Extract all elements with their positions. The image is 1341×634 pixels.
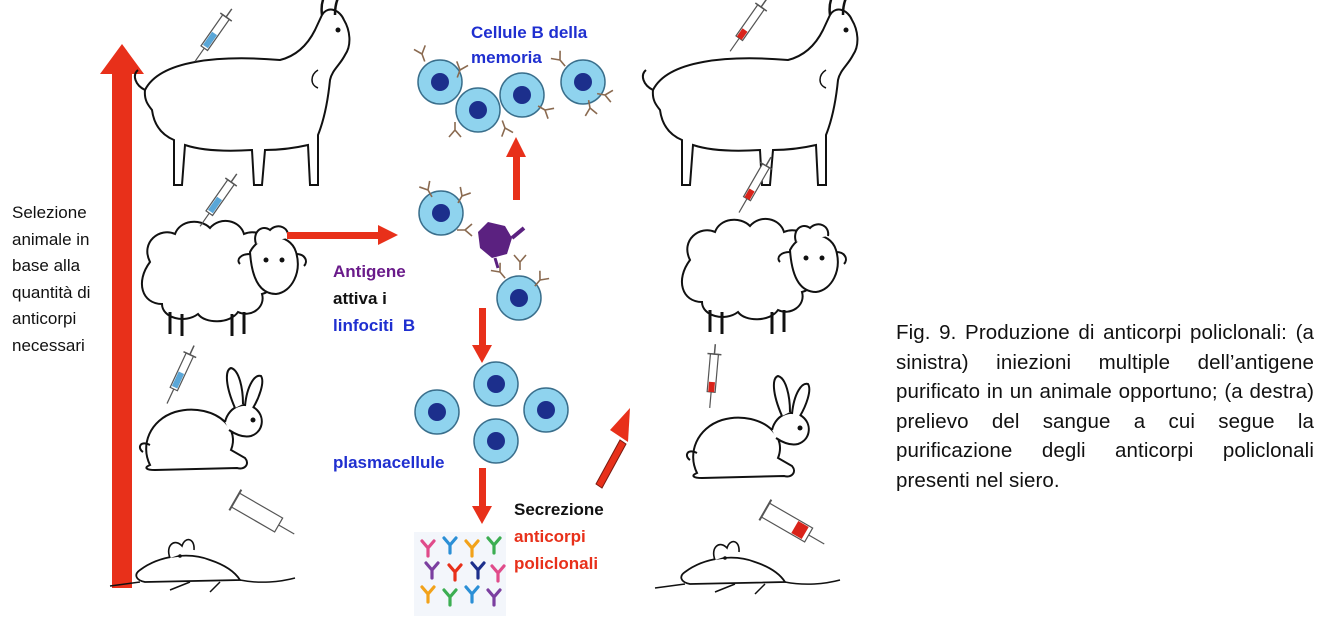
mouse-left — [109, 538, 296, 593]
goat-left — [133, 0, 351, 187]
antigen-label-line1: Antigene — [333, 262, 406, 281]
syringe-icon — [758, 499, 825, 545]
antigen-icon — [478, 222, 526, 269]
secretion-label-line3: policlonali — [514, 554, 599, 573]
sheep-right — [680, 217, 848, 336]
syringe-icon — [702, 342, 724, 410]
syringe-icon — [159, 341, 202, 408]
rabbit-left — [138, 367, 264, 471]
figure-caption: Fig. 9. Produzione di anticorpi policlon… — [896, 321, 1314, 492]
antigen-label-line2: attiva i — [333, 289, 387, 308]
blood-collection-arrow — [595, 408, 630, 489]
syringe-icon — [228, 489, 295, 535]
memory-cells-label: Cellule B della memoria — [471, 23, 588, 67]
selection-label: Selezione animale in base alla quantità … — [12, 203, 91, 355]
secretion-label-line2: anticorpi — [514, 527, 586, 546]
sheep-left — [140, 219, 308, 338]
plasma-cells-label: plasmacellule — [333, 453, 445, 472]
arrow-to-memory — [506, 137, 526, 200]
arrow-to-plasma — [472, 308, 492, 363]
plasma-cells-cluster — [414, 361, 569, 464]
selection-arrow — [100, 44, 144, 588]
injection-arrow — [287, 225, 398, 245]
syringe-icon — [188, 4, 239, 67]
secretion-label-line1: Secrezione — [514, 500, 604, 519]
syringe-icon — [723, 0, 774, 57]
mouse-right — [654, 540, 841, 595]
rabbit-right — [685, 375, 811, 479]
antigen-label-line3: linfociti B — [333, 316, 416, 335]
polyclonal-antibodies-panel — [414, 532, 506, 616]
arrow-to-antibodies — [472, 468, 492, 524]
